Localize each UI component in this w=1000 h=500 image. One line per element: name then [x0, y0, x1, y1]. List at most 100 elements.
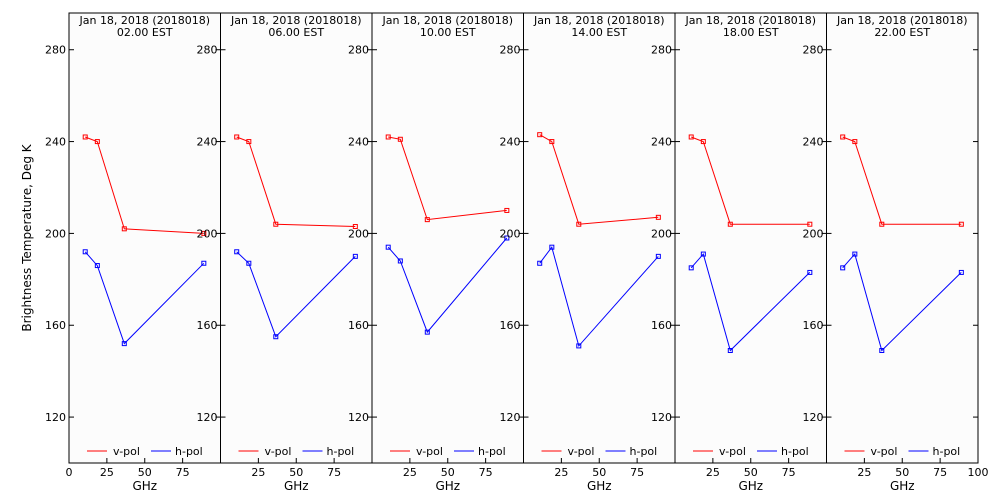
data-point-hpol: [879, 348, 885, 353]
y-tick-label: 240: [651, 136, 672, 149]
panel-title-date: Jan 18, 2018 (2018018): [230, 14, 362, 27]
panel-4: Jan 18, 2018 (2018018)14.00 EST 120 160 200…: [500, 12, 676, 493]
y-tick-label: 200: [197, 227, 218, 240]
series-line-hpol: [84, 251, 205, 345]
data-point-hpol: [852, 251, 858, 257]
x-tick-label: 75: [479, 466, 493, 479]
data-point-hpol: [807, 269, 813, 275]
x-tick-label: 50: [441, 466, 455, 479]
x-axis-label: GHz: [738, 479, 763, 493]
x-tick-label: 75: [782, 466, 796, 479]
legend-label-hpol: h-pol: [327, 445, 355, 458]
data-point-vpol: [852, 139, 858, 145]
y-tick-label: 120: [45, 411, 66, 424]
series-line-hpol: [236, 251, 356, 338]
series-line-hpol: [539, 246, 659, 347]
legend-label-vpol: v-pol: [265, 445, 292, 458]
y-tick-label: 280: [803, 44, 824, 57]
x-tick-label: 50: [138, 466, 152, 479]
panel-title-time: 18.00 EST: [723, 26, 779, 39]
y-tick-label: 200: [500, 227, 521, 240]
data-point-vpol: [688, 134, 694, 140]
y-tick-label: 160: [500, 319, 521, 332]
data-point-hpol: [958, 269, 964, 275]
data-point-vpol: [385, 134, 391, 140]
data-point-vpol: [727, 221, 733, 227]
panel-title-date: Jan 18, 2018 (2018018): [836, 14, 968, 27]
data-point-hpol: [246, 260, 252, 266]
data-point-hpol: [700, 251, 706, 257]
x-axis-label: GHz: [284, 479, 309, 493]
legend-label-hpol: h-pol: [175, 445, 203, 458]
series-line-vpol: [842, 136, 962, 225]
series-line-vpol: [85, 136, 204, 234]
y-tick-label: 280: [651, 44, 672, 57]
y-tick-label: 160: [348, 319, 369, 332]
data-point-hpol: [424, 329, 430, 335]
x-tick-label: 25: [403, 466, 417, 479]
data-point-vpol: [549, 139, 555, 145]
y-tick-label: 120: [500, 411, 521, 424]
panels-group: Jan 18, 2018 (2018018)02.00 EST120160200…: [45, 12, 989, 493]
y-tick-label: 200: [803, 227, 824, 240]
y-tick-label: 160: [651, 319, 672, 332]
data-point-hpol: [549, 244, 555, 250]
series-line-hpol: [690, 253, 811, 352]
x-tick-label: 75: [327, 466, 341, 479]
y-tick-label: 240: [500, 136, 521, 149]
data-point-hpol: [201, 260, 207, 266]
data-point-vpol: [807, 221, 813, 227]
x-tick-label: 50: [744, 466, 758, 479]
legend-label-hpol: h-pol: [933, 445, 961, 458]
panel-1: Jan 18, 2018 (2018018)02.00 EST 120 160 200…: [45, 12, 221, 493]
data-point-vpol: [121, 226, 127, 232]
x-tick-label: 25: [554, 466, 568, 479]
y-tick-label: 160: [45, 319, 66, 332]
x-tick-label: 25: [706, 466, 720, 479]
y-tick-label: 280: [197, 44, 218, 57]
y-tick-label: 120: [803, 411, 824, 424]
panel-2: Jan 18, 2018 (2018018)06.00 EST 120 160 200…: [197, 12, 373, 493]
data-point-hpol: [688, 265, 694, 271]
legend-label-vpol: v-pol: [568, 445, 595, 458]
data-point-hpol: [504, 235, 510, 241]
series-line-hpol: [387, 237, 508, 334]
x-axis-label: GHz: [435, 479, 460, 493]
panel-6: Jan 18, 2018 (2018018)22.00 EST 120 160 200…: [803, 12, 989, 493]
y-tick-label: 240: [803, 136, 824, 149]
panel-frame: [523, 12, 676, 464]
y-tick-label: 120: [651, 411, 672, 424]
data-point-hpol: [537, 260, 543, 266]
legend-label-hpol: h-pol: [630, 445, 658, 458]
data-point-hpol: [385, 244, 391, 250]
y-tick-label: 160: [197, 319, 218, 332]
x-tick-label: 100: [968, 466, 989, 479]
data-point-hpol: [273, 334, 279, 340]
x-axis-label: GHz: [587, 479, 612, 493]
series-line-hpol: [842, 253, 962, 352]
panel-3: Jan 18, 2018 (2018018)10.00 EST 120 160 200…: [348, 12, 524, 493]
panel-title-time: 22.00 EST: [874, 26, 930, 39]
data-point-hpol: [576, 343, 582, 349]
y-tick-label: 280: [500, 44, 521, 57]
y-tick-label: 200: [651, 227, 672, 240]
data-point-hpol: [352, 253, 358, 259]
x-tick-label: 50: [289, 466, 303, 479]
data-point-vpol: [424, 217, 430, 223]
data-point-hpol: [727, 348, 733, 353]
x-tick-label: 75: [933, 466, 947, 479]
data-point-hpol: [234, 249, 240, 255]
panel-title-date: Jan 18, 2018 (2018018): [533, 14, 665, 27]
data-point-vpol: [352, 224, 358, 230]
data-point-hpol: [82, 249, 88, 255]
panel-frame: [674, 12, 827, 464]
panel-frame: [220, 12, 373, 464]
x-tick-label: 25: [251, 466, 265, 479]
panel-frame: [826, 12, 979, 464]
x-axis-label: GHz: [132, 479, 157, 493]
data-point-vpol: [246, 139, 252, 145]
data-point-vpol: [82, 134, 88, 140]
x-tick-label: 50: [592, 466, 606, 479]
x-tick-label: 75: [630, 466, 644, 479]
